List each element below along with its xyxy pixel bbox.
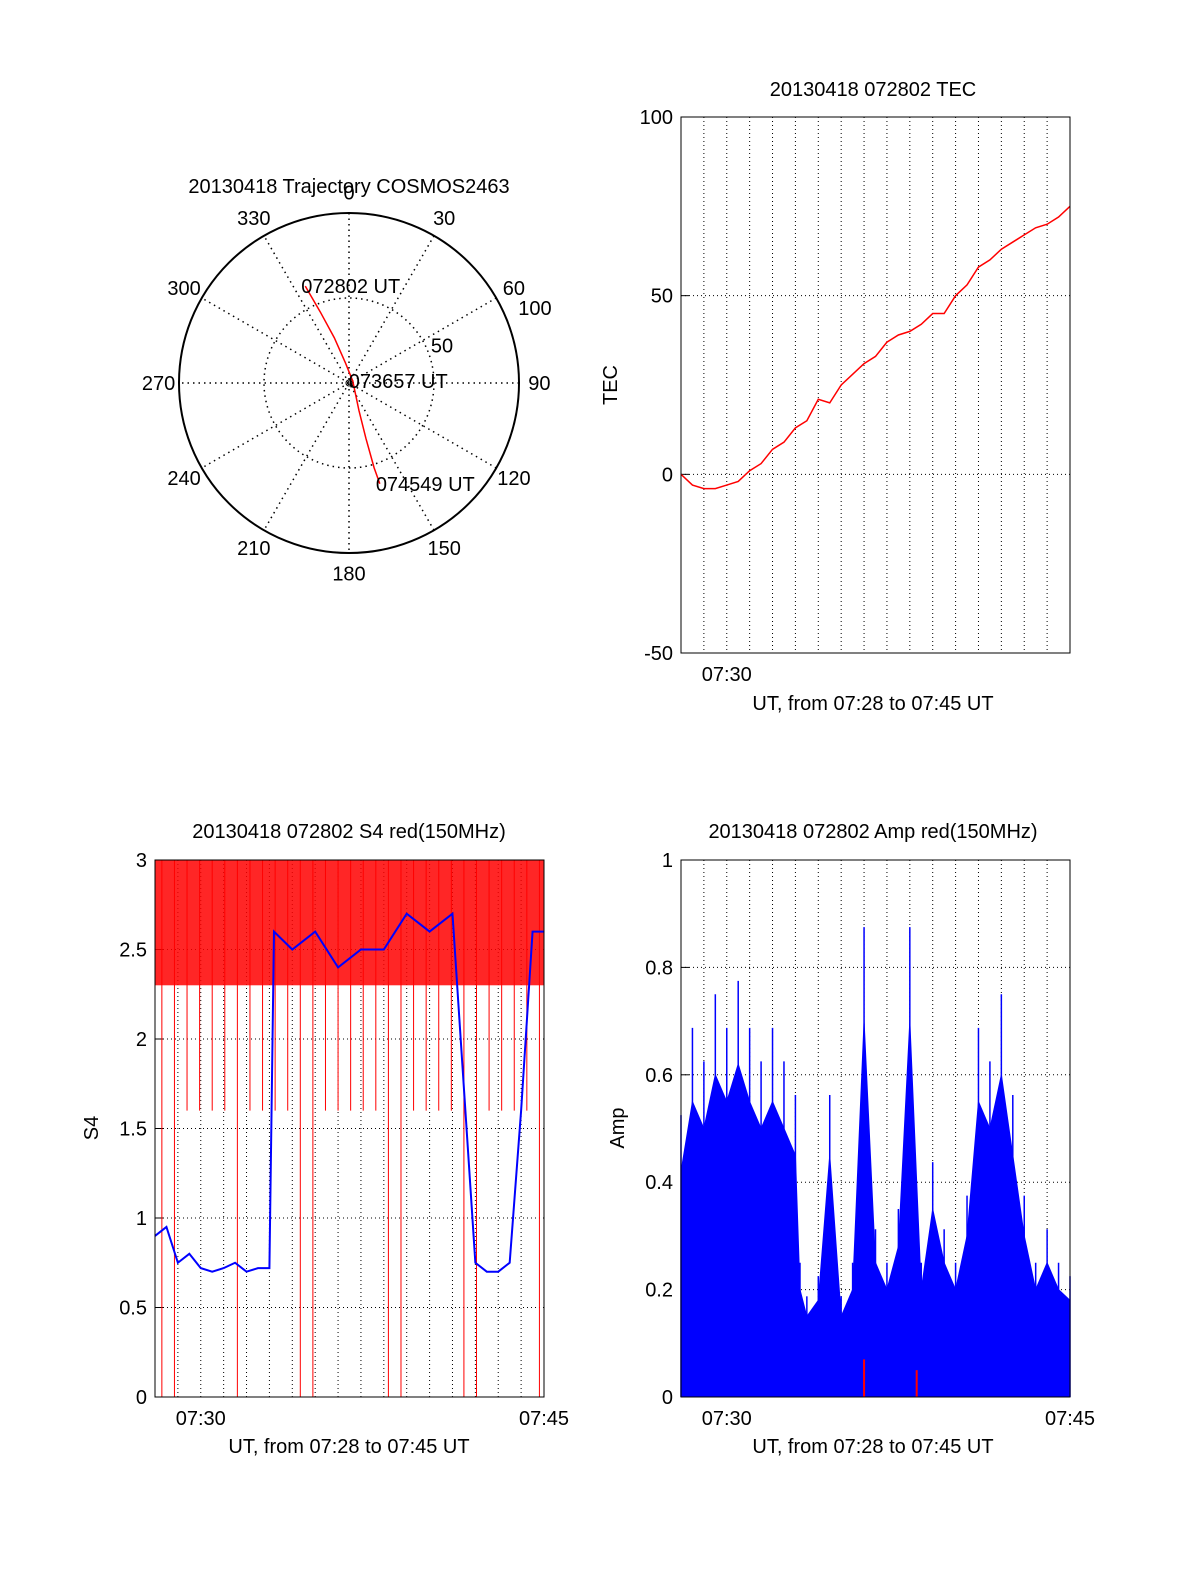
trajectory-line — [304, 285, 381, 485]
amp-ylabel: Amp — [607, 1107, 629, 1148]
y-tick-label: -50 — [644, 643, 673, 665]
s4-red-band — [155, 860, 544, 986]
s4-ylabel: S4 — [81, 1116, 103, 1140]
tec-series — [680, 205, 1071, 490]
plot-frame — [680, 859, 1071, 1398]
polar-grid — [178, 212, 520, 554]
s4-blue-series — [154, 911, 544, 1273]
amp-xlabel: UT, from 07:28 to 07:45 UT — [752, 1436, 993, 1458]
polar-angle-label: 30 — [433, 208, 455, 230]
tec-ylabel: TEC — [600, 365, 622, 405]
y-tick-label: 0.2 — [645, 1280, 673, 1302]
polar-angle-label: 240 — [167, 468, 200, 490]
polar-angle-label: 90 — [528, 373, 550, 395]
amp-panel: 20130418 072802 Amp red(150MHz) UT, from… — [607, 821, 1095, 1458]
tec-xlabel: UT, from 07:28 to 07:45 UT — [752, 693, 993, 715]
y-tick-label: 0.8 — [645, 957, 673, 979]
plot-frame — [680, 116, 1071, 654]
polar-angle-label: 210 — [237, 538, 270, 560]
y-tick-label: 0 — [136, 1387, 147, 1409]
x-tick-label: 07:30 — [702, 1408, 752, 1430]
plot-frame — [154, 859, 545, 1398]
y-tick-label: 1.5 — [119, 1119, 147, 1141]
y-tick-label: 0.6 — [645, 1065, 673, 1087]
x-tick-label: 07:30 — [176, 1408, 226, 1430]
tec-title: 20130418 072802 TEC — [770, 79, 976, 101]
y-tick-label: 2 — [136, 1029, 147, 1051]
polar-inner-ring — [263, 297, 435, 469]
polar-radius-label: 100 — [518, 298, 551, 320]
polar-center-marker — [345, 379, 353, 387]
s4-xlabel: UT, from 07:28 to 07:45 UT — [228, 1436, 469, 1458]
polar-angle-label: 300 — [167, 278, 200, 300]
y-tick-label: 0 — [662, 464, 673, 486]
trajectory-time-label: 074549 UT — [376, 474, 475, 496]
amp-title: 20130418 072802 Amp red(150MHz) — [708, 821, 1037, 843]
polar-angle-label: 270 — [142, 373, 175, 395]
trajectory-time-label: 072802 UT — [301, 276, 400, 298]
tec-panel: 20130418 072802 TEC UT, from 07:28 to 07… — [600, 79, 1071, 715]
amp-plot: 0 0.2 0.4 0.6 0.8 1 07:30 07:45 — [645, 850, 1095, 1430]
trajectory-panel: 20130418 Trajectory COSMOS2463 0 30 60 90 12… — [142, 176, 552, 585]
y-tick-label: 1 — [662, 850, 673, 872]
trajectory-time-label: 073657 UT — [349, 371, 448, 393]
s4-plot: 0 0.5 1 1.5 2 2.5 3 07:30 07:45 — [119, 850, 569, 1430]
polar-labels: 0 30 60 90 120 150 180 210 240 270 300 330 50 100 — [142, 183, 552, 586]
y-tick-label: 0.4 — [645, 1172, 673, 1194]
y-tick-label: 100 — [640, 107, 673, 129]
polar-angle-label: 120 — [497, 468, 530, 490]
y-tick-label: 3 — [136, 850, 147, 872]
y-tick-label: 50 — [651, 286, 673, 308]
polar-angle-label: 0 — [343, 183, 354, 205]
polar-radius-label: 50 — [431, 335, 453, 357]
polar-angle-label: 60 — [503, 278, 525, 300]
trajectory-series: 072802 UT 073657 UT 074549 UT — [301, 276, 475, 496]
x-tick-label: 07:45 — [1045, 1408, 1095, 1430]
polar-angle-label: 180 — [332, 563, 365, 585]
x-tick-label: 07:30 — [702, 664, 752, 686]
x-tick-label: 07:45 — [519, 1408, 569, 1430]
y-tick-label: 0 — [662, 1387, 673, 1409]
y-tick-label: 1 — [136, 1208, 147, 1230]
s4-title: 20130418 072802 S4 red(150MHz) — [192, 821, 506, 843]
y-tick-label: 0.5 — [119, 1298, 147, 1320]
polar-angle-label: 330 — [237, 208, 270, 230]
tec-plot: -50 0 50 100 07:30 — [640, 107, 1071, 686]
polar-angle-label: 150 — [428, 538, 461, 560]
s4-panel: 20130418 072802 S4 red(150MHz) UT, from … — [81, 821, 569, 1458]
y-tick-label: 2.5 — [119, 940, 147, 962]
trajectory-title: 20130418 Trajectory COSMOS2463 — [188, 176, 509, 198]
